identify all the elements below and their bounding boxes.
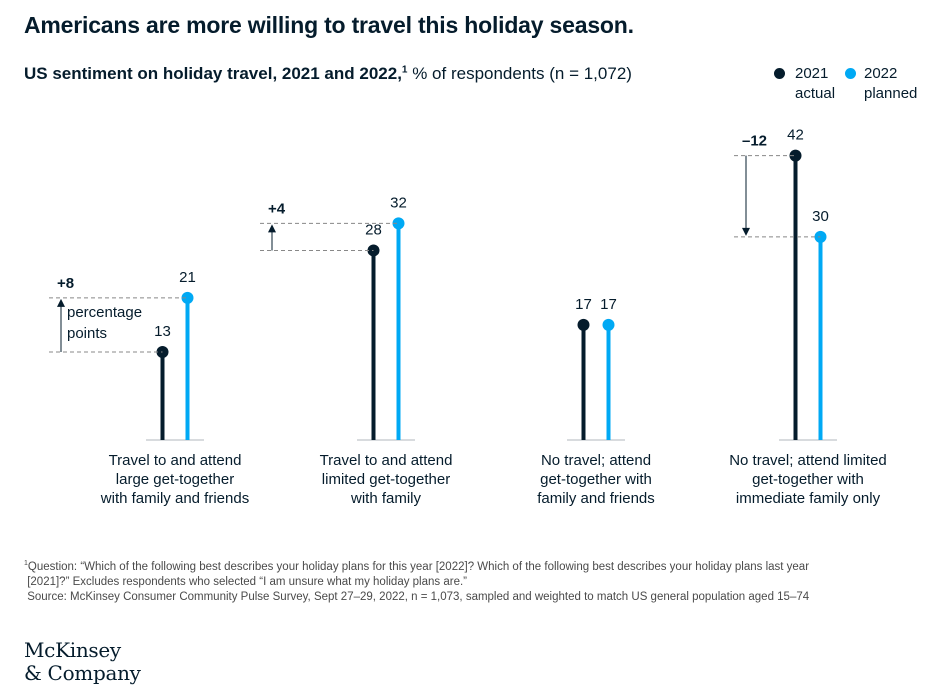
category-label-2: No travel; attend get-together with family… [496, 451, 696, 508]
point-1-2 [602, 318, 615, 331]
category-label-0-line-1: large get-together [115, 471, 235, 488]
category-label-2-line-2: family and friends [537, 490, 655, 507]
category-label-1-line-1: limited get-together [321, 471, 451, 488]
change-label-3: –12 [742, 133, 767, 150]
point-0-3 [789, 149, 802, 162]
legend-label-2021-line2: actual [795, 85, 836, 102]
category-label-1-line-2: with family [350, 490, 421, 507]
change-note-0-1: points [67, 325, 107, 342]
category-label-0-line-0: Travel to and attend [108, 452, 242, 469]
point-1-0 [181, 291, 194, 304]
subtitle-footnote-marker: 1 [401, 64, 408, 76]
footnote: 1Question: “Which of the following best … [24, 556, 924, 605]
value-label-0-3: 42 [787, 127, 804, 144]
value-label-1-3: 30 [812, 208, 829, 225]
change-arrow-head-3 [742, 227, 750, 236]
footnote-marker: 1 [24, 560, 28, 567]
legend-label-2022-line1: 2022 [864, 65, 898, 82]
value-label-1-2: 17 [600, 296, 617, 313]
value-label-1-1: 32 [390, 194, 407, 211]
category-label-1-line-0: Travel to and attend [319, 452, 453, 469]
change-label-0: +8 [57, 275, 74, 292]
legend-dot-2021 [774, 68, 785, 79]
footnote-question-line2: [2021]?” Excludes respondents who select… [27, 575, 467, 588]
legend-label-2022-line2: planned [864, 85, 918, 102]
subtitle-main: US sentiment on holiday travel, 2021 and… [24, 64, 402, 83]
subtitle-units: % of respondents (n = 1,072) [407, 64, 632, 83]
category-label-0-line-2: with family and friends [100, 490, 250, 507]
category-label-3-line-1: get-together with [752, 471, 864, 488]
category-label-3: No travel; attend limited get-together wi… [708, 451, 908, 508]
footnote-source: Source: McKinsey Consumer Community Puls… [27, 590, 810, 603]
headline: Americans are more willing to travel thi… [24, 12, 634, 38]
legend-dot-2022 [845, 68, 856, 79]
value-label-1-0: 21 [179, 269, 196, 286]
value-label-0-1: 28 [365, 221, 382, 238]
change-arrow-head-0 [57, 298, 65, 307]
category-label-2-line-1: get-together with [540, 471, 652, 488]
mckinsey-logo: McKinsey & Company [24, 639, 141, 685]
logo-line2: & Company [24, 661, 141, 685]
category-label-1: Travel to and attend limited get-together… [286, 451, 486, 508]
chart-subtitle: US sentiment on holiday travel, 2021 and… [24, 64, 632, 84]
point-0-2 [577, 318, 590, 331]
footnote-question-line1: Question: “Which of the following best d… [27, 560, 810, 573]
category-label-3-line-0: No travel; attend limited [729, 452, 887, 469]
value-label-0-2: 17 [575, 296, 592, 313]
logo-line1: McKinsey [24, 638, 121, 662]
category-label-3-line-2: immediate family only [735, 490, 881, 507]
legend-label-2021-line1: 2021 [795, 65, 829, 82]
change-note-0-0: percentage [67, 304, 142, 321]
category-label-2-line-0: No travel; attend [540, 452, 652, 469]
value-label-0-0: 13 [154, 323, 171, 340]
point-1-1 [392, 217, 405, 230]
change-label-1: +4 [268, 200, 286, 217]
category-label-0: Travel to and attend large get-together wi… [75, 451, 275, 508]
change-arrow-head-1 [268, 224, 276, 233]
